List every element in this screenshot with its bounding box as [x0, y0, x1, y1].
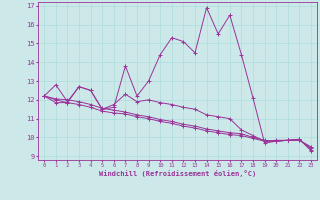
X-axis label: Windchill (Refroidissement éolien,°C): Windchill (Refroidissement éolien,°C) — [99, 170, 256, 177]
